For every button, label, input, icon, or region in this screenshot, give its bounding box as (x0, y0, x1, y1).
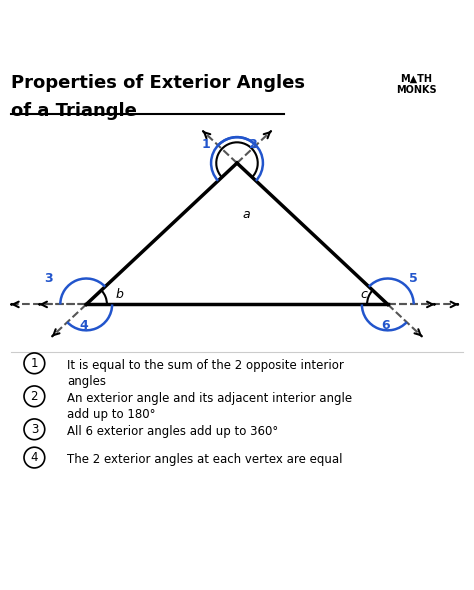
Text: Properties of Exterior Angles: Properties of Exterior Angles (11, 74, 305, 91)
Text: 5: 5 (410, 272, 418, 285)
Text: a: a (243, 208, 250, 221)
Text: 4: 4 (31, 451, 38, 464)
Text: The 2 exterior angles at each vertex are equal: The 2 exterior angles at each vertex are… (67, 453, 343, 466)
Text: 1: 1 (202, 137, 211, 150)
Text: All 6 exterior angles add up to 360°: All 6 exterior angles add up to 360° (67, 425, 279, 438)
Text: 1: 1 (31, 357, 38, 370)
Text: 3: 3 (44, 272, 53, 285)
Text: 3: 3 (31, 423, 38, 436)
Text: An exterior angle and its adjacent interior angle
add up to 180°: An exterior angle and its adjacent inter… (67, 392, 353, 421)
Text: 2: 2 (31, 390, 38, 403)
Text: 6: 6 (381, 319, 390, 332)
Text: of a Triangle: of a Triangle (11, 102, 137, 120)
Text: M▲TH
MONKS: M▲TH MONKS (396, 74, 437, 95)
Text: b: b (115, 289, 123, 301)
Text: c: c (361, 289, 368, 301)
Text: 2: 2 (249, 137, 258, 150)
Text: 4: 4 (80, 319, 88, 332)
Text: It is equal to the sum of the 2 opposite interior
angles: It is equal to the sum of the 2 opposite… (67, 359, 344, 388)
